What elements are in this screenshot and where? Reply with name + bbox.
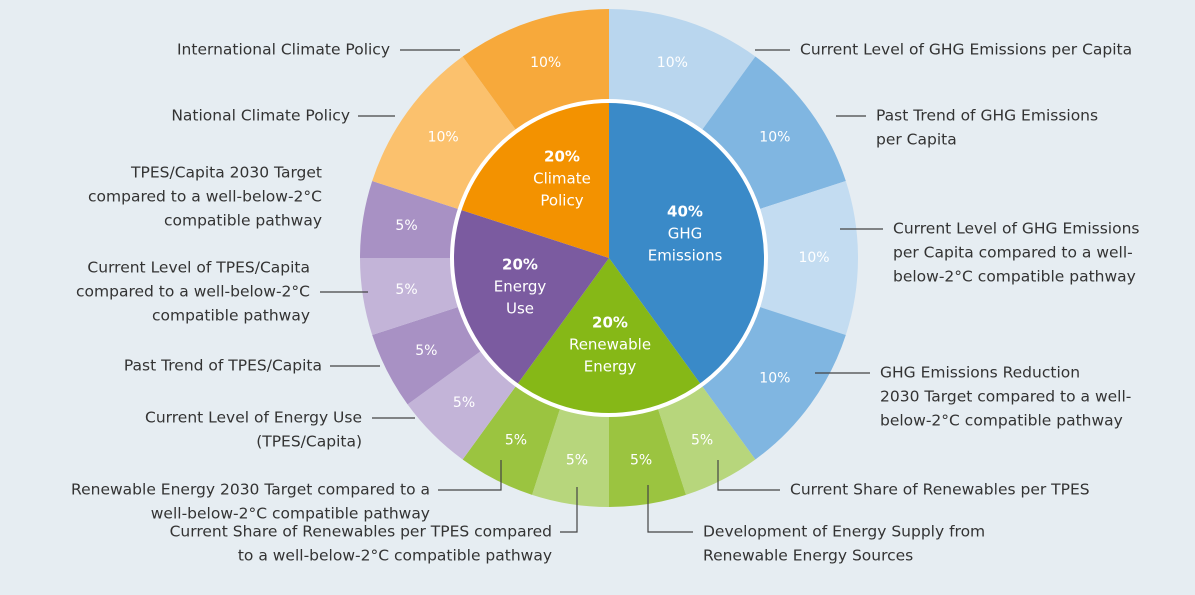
connector bbox=[717, 460, 780, 491]
segment-value-label: 5% bbox=[505, 433, 527, 449]
segment-label: Renewable Energy Sources bbox=[703, 547, 913, 565]
outer-sector bbox=[701, 306, 846, 460]
segment-label: Past Trend of TPES/Capita bbox=[124, 357, 322, 375]
outer-sector bbox=[462, 385, 561, 495]
outer-sector bbox=[609, 407, 686, 507]
segment-label: Current Level of Energy Use bbox=[145, 409, 362, 427]
segment-label: Current Share of Renewables per TPES bbox=[790, 481, 1090, 499]
segment-value-label: 5% bbox=[453, 395, 475, 411]
segment-label: compatible pathway bbox=[152, 307, 310, 325]
segment-value-label: 5% bbox=[630, 452, 652, 468]
segment-label: compatible pathway bbox=[164, 212, 322, 230]
segment-value-label: 5% bbox=[566, 452, 588, 468]
group-name: Energy bbox=[494, 278, 547, 296]
outer-sector bbox=[462, 9, 609, 131]
segment-label: International Climate Policy bbox=[177, 41, 390, 59]
outer-sector bbox=[360, 258, 460, 335]
segment-value-label: 5% bbox=[395, 282, 417, 298]
group-value-label: 20% bbox=[502, 256, 538, 274]
segment-label: per Capita bbox=[876, 131, 957, 149]
group-name: Use bbox=[506, 300, 534, 318]
segment-value-label: 5% bbox=[415, 343, 437, 359]
inner-sector bbox=[459, 101, 609, 258]
group-value-label: 40% bbox=[667, 203, 703, 221]
segment-label: well-below-2°C compatible pathway bbox=[151, 505, 430, 523]
segment-label: Current Level of GHG Emissions bbox=[893, 220, 1140, 238]
segment-value-label: 5% bbox=[691, 433, 713, 449]
outer-sector bbox=[657, 385, 756, 495]
group-name: GHG bbox=[668, 225, 703, 243]
segment-label: Past Trend of GHG Emissions bbox=[876, 107, 1098, 125]
inner-sector bbox=[609, 101, 767, 386]
segment-value-label: 10% bbox=[759, 130, 790, 146]
segment-label: compared to a well-below-2°C bbox=[76, 283, 310, 301]
group-name: Energy bbox=[584, 358, 637, 376]
outer-sector bbox=[758, 181, 858, 335]
inner-sector bbox=[452, 209, 609, 386]
segment-label: Current Share of Renewables per TPES com… bbox=[170, 523, 552, 541]
inner-border bbox=[450, 99, 768, 417]
segment-label: Renewable Energy 2030 Target compared to… bbox=[71, 481, 430, 499]
segment-label: National Climate Policy bbox=[171, 107, 350, 125]
outer-sector bbox=[609, 9, 756, 131]
segment-label: Development of Energy Supply from bbox=[703, 523, 985, 541]
outer-sector bbox=[372, 306, 482, 405]
inner-sector bbox=[516, 258, 702, 416]
segment-label: to a well-below-2°C compatible pathway bbox=[238, 547, 552, 565]
group-name: Policy bbox=[540, 192, 583, 210]
group-value-label: 20% bbox=[592, 314, 628, 332]
outer-sector bbox=[360, 181, 460, 258]
group-name: Emissions bbox=[648, 247, 723, 265]
group-value-label: 20% bbox=[544, 148, 580, 166]
group-name: Renewable bbox=[569, 336, 651, 354]
connector bbox=[647, 485, 693, 533]
segment-label: compared to a well-below-2°C bbox=[88, 188, 322, 206]
segment-value-label: 10% bbox=[530, 55, 561, 71]
connector bbox=[560, 487, 578, 533]
group-name: Climate bbox=[533, 170, 591, 188]
segment-label: TPES/Capita 2030 Target bbox=[130, 164, 322, 182]
connector bbox=[438, 460, 502, 491]
outer-sector bbox=[372, 56, 517, 210]
segment-label: below-2°C compatible pathway bbox=[893, 268, 1136, 286]
outer-sector bbox=[532, 407, 609, 507]
segment-value-label: 10% bbox=[759, 370, 790, 386]
segment-label: Current Level of GHG Emissions per Capit… bbox=[800, 41, 1132, 59]
segment-label: GHG Emissions Reduction bbox=[880, 364, 1080, 382]
segment-value-label: 5% bbox=[395, 218, 417, 234]
segment-label: 2030 Target compared to a well- bbox=[880, 388, 1131, 406]
segment-label: below-2°C compatible pathway bbox=[880, 412, 1123, 430]
segment-label: (TPES/Capita) bbox=[256, 433, 362, 451]
outer-sector bbox=[701, 56, 846, 210]
segment-value-label: 10% bbox=[657, 55, 688, 71]
outer-sector bbox=[407, 350, 517, 460]
segment-value-label: 10% bbox=[428, 130, 459, 146]
segment-value-label: 10% bbox=[798, 250, 829, 266]
segment-label: Current Level of TPES/Capita bbox=[87, 259, 310, 277]
segment-label: per Capita compared to a well- bbox=[893, 244, 1133, 262]
